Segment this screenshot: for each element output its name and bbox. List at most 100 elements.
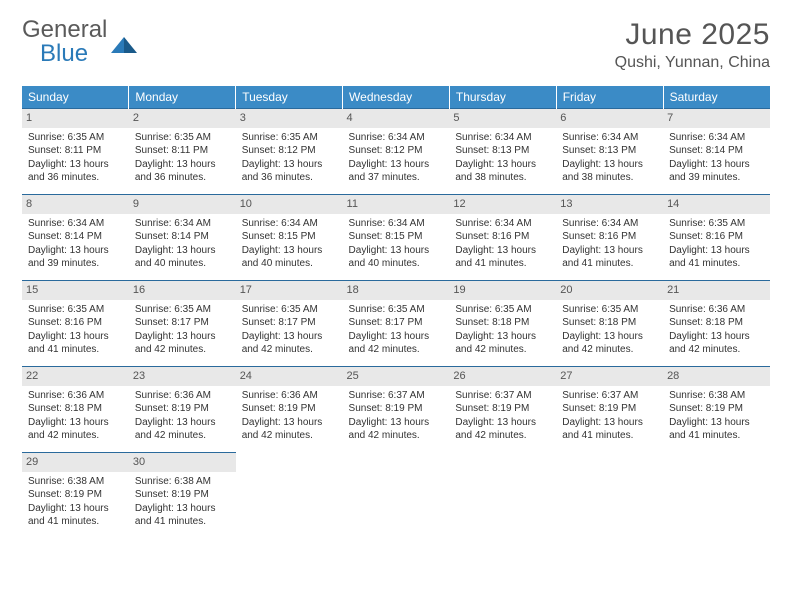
day-number: 10: [236, 195, 343, 214]
sunrise-line: Sunrise: 6:35 AM: [28, 303, 123, 317]
calendar-day-cell: 18Sunrise: 6:35 AMSunset: 8:17 PMDayligh…: [343, 281, 450, 367]
calendar-table: SundayMondayTuesdayWednesdayThursdayFrid…: [22, 86, 770, 539]
day-number: 27: [556, 367, 663, 386]
daylight-line: Daylight: 13 hours and 42 minutes.: [455, 330, 550, 357]
sunset-line: Sunset: 8:12 PM: [349, 144, 444, 158]
calendar-day-cell: 10Sunrise: 6:34 AMSunset: 8:15 PMDayligh…: [236, 195, 343, 281]
day-number: 17: [236, 281, 343, 300]
sunset-line: Sunset: 8:13 PM: [562, 144, 657, 158]
daylight-line: Daylight: 13 hours and 42 minutes.: [135, 330, 230, 357]
weekday-header: Monday: [129, 86, 236, 109]
sunrise-line: Sunrise: 6:35 AM: [669, 217, 764, 231]
day-number: 23: [129, 367, 236, 386]
daylight-line: Daylight: 13 hours and 42 minutes.: [349, 330, 444, 357]
logo-word-1: General: [22, 16, 107, 43]
calendar-body: 1Sunrise: 6:35 AMSunset: 8:11 PMDaylight…: [22, 109, 770, 539]
calendar-day-cell: [556, 453, 663, 539]
calendar-day-cell: 5Sunrise: 6:34 AMSunset: 8:13 PMDaylight…: [449, 109, 556, 195]
calendar-day-cell: 7Sunrise: 6:34 AMSunset: 8:14 PMDaylight…: [663, 109, 770, 195]
sunrise-line: Sunrise: 6:35 AM: [562, 303, 657, 317]
header: General Blue June 2025 Qushi, Yunnan, Ch…: [22, 18, 770, 72]
day-number: 20: [556, 281, 663, 300]
sunrise-line: Sunrise: 6:35 AM: [135, 131, 230, 145]
day-number: 13: [556, 195, 663, 214]
day-number: 19: [449, 281, 556, 300]
sunset-line: Sunset: 8:11 PM: [135, 144, 230, 158]
day-number: 3: [236, 109, 343, 128]
calendar-day-cell: [343, 453, 450, 539]
sunset-line: Sunset: 8:19 PM: [349, 402, 444, 416]
daylight-line: Daylight: 13 hours and 36 minutes.: [242, 158, 337, 185]
sunrise-line: Sunrise: 6:34 AM: [242, 217, 337, 231]
calendar-week-row: 8 Sunrise: 6:34 AM Sunset: 8:14 PM Daylight…: [22, 195, 770, 281]
day-number: 7: [663, 109, 770, 128]
calendar-day-cell: [663, 453, 770, 539]
sunrise-line: Sunrise: 6:35 AM: [349, 303, 444, 317]
daylight-line: Daylight: 13 hours and 41 minutes.: [669, 244, 764, 271]
calendar-day-cell: 22 Sunrise: 6:36 AMSunset: 8:18 PMDayligh…: [22, 367, 129, 453]
day-number: 26: [449, 367, 556, 386]
day-number: 14: [663, 195, 770, 214]
calendar-day-cell: 11Sunrise: 6:34 AMSunset: 8:15 PMDayligh…: [343, 195, 450, 281]
daylight-line: Daylight: 13 hours and 41 minutes.: [562, 416, 657, 443]
day-number: 16: [129, 281, 236, 300]
calendar-day-cell: 9Sunrise: 6:34 AMSunset: 8:14 PMDaylight…: [129, 195, 236, 281]
sunrise-line: Sunrise: 6:36 AM: [28, 389, 123, 403]
sunrise-line: Sunrise: 6:35 AM: [135, 303, 230, 317]
daylight-line: Daylight: 13 hours and 41 minutes.: [135, 502, 230, 529]
weekday-header: Saturday: [663, 86, 770, 109]
day-number: 25: [343, 367, 450, 386]
day-number: 28: [663, 367, 770, 386]
sunset-line: Sunset: 8:17 PM: [135, 316, 230, 330]
sunrise-line: Sunrise: 6:36 AM: [135, 389, 230, 403]
sunrise-line: Sunrise: 6:35 AM: [28, 131, 123, 145]
daylight-line: Daylight: 13 hours and 40 minutes.: [242, 244, 337, 271]
daylight-line: Daylight: 13 hours and 41 minutes.: [455, 244, 550, 271]
sunset-line: Sunset: 8:18 PM: [562, 316, 657, 330]
sunrise-line: Sunrise: 6:36 AM: [669, 303, 764, 317]
sunrise-line: Sunrise: 6:35 AM: [455, 303, 550, 317]
day-number: 2: [129, 109, 236, 128]
sunrise-line: Sunrise: 6:34 AM: [349, 131, 444, 145]
calendar-day-cell: 14Sunrise: 6:35 AMSunset: 8:16 PMDayligh…: [663, 195, 770, 281]
sunrise-line: Sunrise: 6:38 AM: [28, 475, 123, 489]
logo-word-2: Blue: [40, 40, 88, 67]
day-number: 30: [129, 453, 236, 472]
sunset-line: Sunset: 8:19 PM: [28, 488, 123, 502]
daylight-line: Daylight: 13 hours and 42 minutes.: [242, 330, 337, 357]
weekday-header-row: SundayMondayTuesdayWednesdayThursdayFrid…: [22, 86, 770, 109]
sunset-line: Sunset: 8:14 PM: [28, 230, 123, 244]
sunset-line: Sunset: 8:18 PM: [28, 402, 123, 416]
weekday-header: Thursday: [449, 86, 556, 109]
daylight-line: Daylight: 13 hours and 41 minutes.: [562, 244, 657, 271]
sunset-line: Sunset: 8:19 PM: [669, 402, 764, 416]
sunrise-line: Sunrise: 6:37 AM: [455, 389, 550, 403]
daylight-line: Daylight: 13 hours and 42 minutes.: [135, 416, 230, 443]
day-number: 24: [236, 367, 343, 386]
calendar-day-cell: 23Sunrise: 6:36 AMSunset: 8:19 PMDayligh…: [129, 367, 236, 453]
daylight-line: Daylight: 13 hours and 42 minutes.: [455, 416, 550, 443]
day-number: 15: [22, 281, 129, 300]
sunrise-line: Sunrise: 6:38 AM: [669, 389, 764, 403]
day-number: 9: [129, 195, 236, 214]
daylight-line: Daylight: 13 hours and 40 minutes.: [349, 244, 444, 271]
daylight-line: Daylight: 13 hours and 42 minutes.: [242, 416, 337, 443]
calendar-day-cell: 13Sunrise: 6:34 AMSunset: 8:16 PMDayligh…: [556, 195, 663, 281]
sunrise-line: Sunrise: 6:35 AM: [242, 303, 337, 317]
day-number: 22: [22, 367, 129, 386]
day-number: 8: [22, 195, 129, 214]
calendar-week-row: 29Sunrise: 6:38 AMSunset: 8:19 PMDayligh…: [22, 453, 770, 539]
day-number: 18: [343, 281, 450, 300]
daylight-line: Daylight: 13 hours and 42 minutes.: [562, 330, 657, 357]
daylight-line: Daylight: 13 hours and 41 minutes.: [28, 502, 123, 529]
day-number: 5: [449, 109, 556, 128]
calendar-day-cell: 25Sunrise: 6:37 AMSunset: 8:19 PMDayligh…: [343, 367, 450, 453]
sunset-line: Sunset: 8:13 PM: [455, 144, 550, 158]
day-number: 21: [663, 281, 770, 300]
calendar-day-cell: [236, 453, 343, 539]
calendar-day-cell: 16 Sunrise: 6:35 AMSunset: 8:17 PMDayligh…: [129, 281, 236, 367]
daylight-line: Daylight: 13 hours and 42 minutes.: [28, 416, 123, 443]
day-number: 6: [556, 109, 663, 128]
calendar-day-cell: 4Sunrise: 6:34 AMSunset: 8:12 PMDaylight…: [343, 109, 450, 195]
calendar-day-cell: 1Sunrise: 6:35 AMSunset: 8:11 PMDaylight…: [22, 109, 129, 195]
